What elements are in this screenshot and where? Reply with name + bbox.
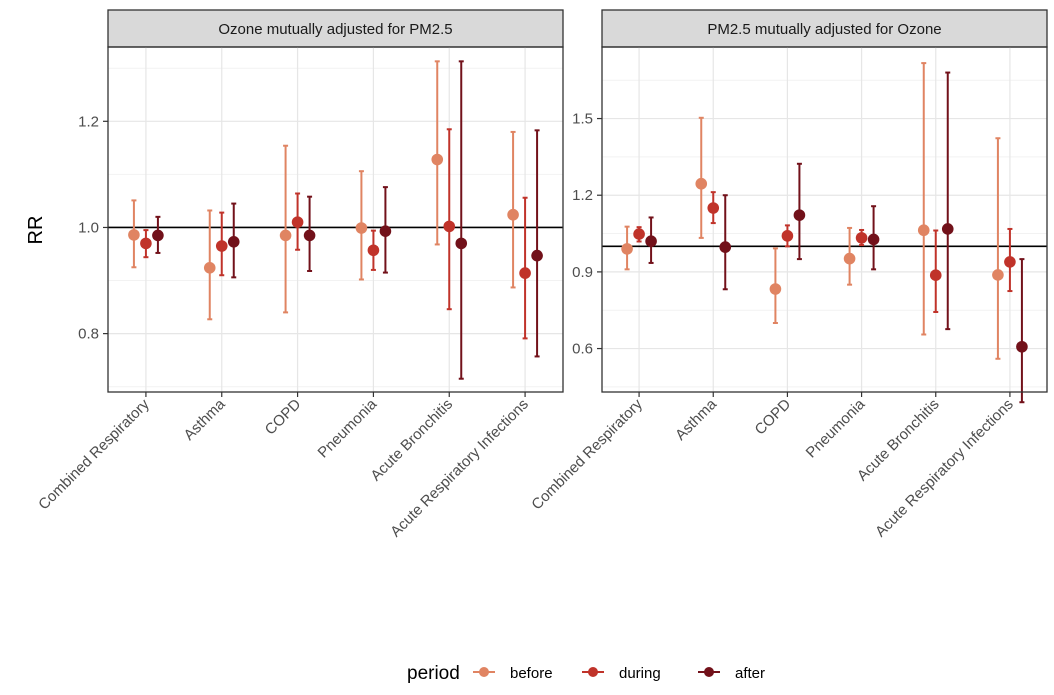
legend-entry-after: after [698, 665, 765, 682]
point-before-pneumonia [843, 252, 856, 265]
point-before-acute-bronchitis [917, 224, 930, 237]
y-tick-label: 1.5 [572, 111, 593, 128]
legend-label: before [510, 665, 553, 682]
point-during-pneumonia [367, 244, 380, 257]
point-after-pneumonia [379, 225, 392, 237]
point-after-combined-respiratory [645, 235, 657, 248]
panel-border [107, 46, 564, 393]
panel-ozone: Ozone mutually adjusted for PM2.5 0.8 1.0… [35, 9, 564, 541]
point-during-acute-respiratory-infections [519, 267, 531, 279]
point-before-pneumonia [355, 222, 368, 234]
point-during-pneumonia [855, 232, 868, 244]
strip-background [601, 9, 1048, 48]
panel-title: PM2.5 mutually adjusted for Ozone [707, 21, 941, 38]
point-before-acute-respiratory-infections [992, 269, 1004, 281]
point-during-acute-bronchitis [929, 269, 942, 282]
y-tick-label: 1.0 [78, 219, 99, 236]
plot-area [108, 47, 563, 392]
x-tick-label: COPD [262, 396, 305, 439]
x-tick-label: Acute Respiratory Infections [872, 396, 1017, 541]
x-tick-label: Combined Respiratory [528, 395, 646, 513]
legend-label: after [735, 665, 765, 682]
y-tick-label: 0.8 [78, 326, 99, 343]
point-before-asthma [203, 262, 216, 274]
legend-key-point [479, 667, 489, 677]
x-tick-label: COPD [752, 396, 795, 439]
point-after-pneumonia [867, 233, 880, 246]
point-during-combined-respiratory [140, 237, 152, 250]
legend: period before during after [407, 663, 765, 684]
x-tick-label: Pneumonia [315, 395, 381, 461]
legend-key-point [588, 667, 598, 677]
point-after-acute-bronchitis [941, 223, 954, 235]
plot-area [602, 47, 1047, 404]
point-before-copd [279, 229, 292, 242]
legend-entry-during: during [582, 665, 661, 682]
point-during-acute-bronchitis [443, 220, 456, 233]
legend-title: period [407, 663, 460, 684]
point-during-copd [291, 216, 304, 228]
point-before-asthma [695, 177, 708, 190]
strip-background [107, 9, 564, 48]
x-tick-label: Acute Respiratory Infections [387, 396, 532, 541]
point-before-combined-respiratory [128, 229, 140, 241]
point-before-acute-respiratory-infections [507, 208, 519, 221]
y-tick-label: 1.2 [78, 113, 99, 130]
point-during-acute-respiratory-infections [1004, 256, 1016, 268]
x-tick-label: Asthma [181, 395, 229, 443]
legend-key-point [704, 667, 714, 677]
x-tick-label: Acute Bronchitis [367, 396, 456, 485]
point-before-combined-respiratory [621, 243, 633, 255]
y-axis-title: RR [25, 216, 47, 245]
x-tick-label: Combined Respiratory [35, 395, 153, 513]
point-after-acute-bronchitis [455, 237, 468, 250]
point-during-asthma [215, 240, 228, 252]
point-after-combined-respiratory [152, 229, 164, 242]
x-tick-label: Asthma [672, 395, 720, 443]
point-during-asthma [707, 202, 720, 214]
point-before-copd [769, 283, 782, 295]
legend-entry-before: before [473, 665, 553, 682]
point-after-asthma [719, 241, 732, 253]
point-after-copd [793, 209, 806, 221]
point-after-copd [303, 229, 316, 242]
legend-label: during [619, 665, 661, 682]
y-tick-label: 1.2 [572, 187, 593, 204]
panel-pm25: PM2.5 mutually adjusted for Ozone 0.6 0.9… [528, 9, 1048, 541]
point-during-combined-respiratory [633, 228, 645, 240]
point-after-asthma [227, 235, 240, 248]
y-tick-label: 0.9 [572, 264, 593, 281]
point-before-acute-bronchitis [431, 153, 444, 166]
point-after-acute-respiratory-infections [531, 249, 543, 262]
panel-title: Ozone mutually adjusted for PM2.5 [218, 21, 452, 38]
y-tick-label: 0.6 [572, 341, 593, 358]
point-during-copd [781, 230, 794, 242]
panel-border [601, 46, 1048, 393]
x-tick-label: Pneumonia [803, 395, 869, 461]
point-after-acute-respiratory-infections [1016, 340, 1028, 353]
